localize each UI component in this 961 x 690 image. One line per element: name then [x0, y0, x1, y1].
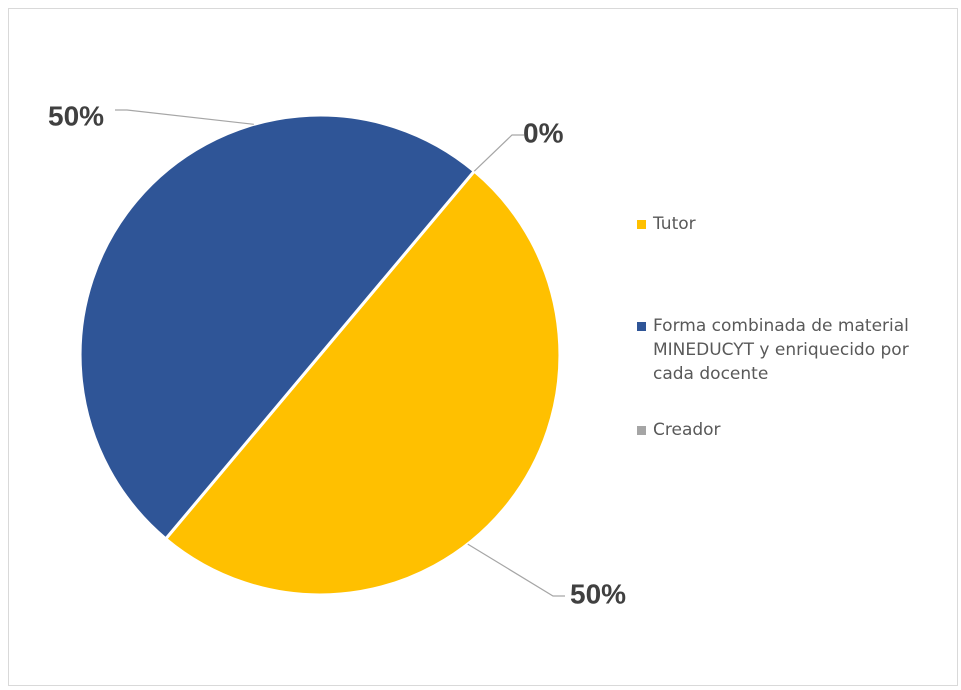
legend-swatch-tutor	[637, 220, 646, 229]
legend-label-tutor: Tutor	[653, 214, 696, 234]
data-label-tutor: 50%	[570, 578, 626, 609]
leader-line-creador	[473, 134, 524, 172]
pie-slice-tutor	[163, 169, 562, 597]
legend-label-creador: Creador	[653, 420, 721, 440]
data-label-forma-combinada-de-material-mi: 50%	[48, 100, 104, 131]
legend-swatch-forma-combinada	[637, 322, 646, 331]
legend-swatch-creador	[637, 426, 646, 435]
pie-slice-forma-combinada-de-material-mi	[78, 113, 477, 541]
legend-label-forma-combinada: Forma combinada de material MINEDUCYT y …	[653, 316, 909, 384]
legend-item-tutor: Tutor	[637, 212, 948, 236]
legend-item-forma-combinada: Forma combinada de material MINEDUCYT y …	[637, 314, 948, 386]
data-label-creador: 0%	[523, 117, 564, 148]
leader-line-forma-combinada-de-material-mi	[115, 109, 254, 125]
leader-line-tutor	[467, 543, 565, 597]
legend-item-creador: Creador	[637, 418, 948, 442]
